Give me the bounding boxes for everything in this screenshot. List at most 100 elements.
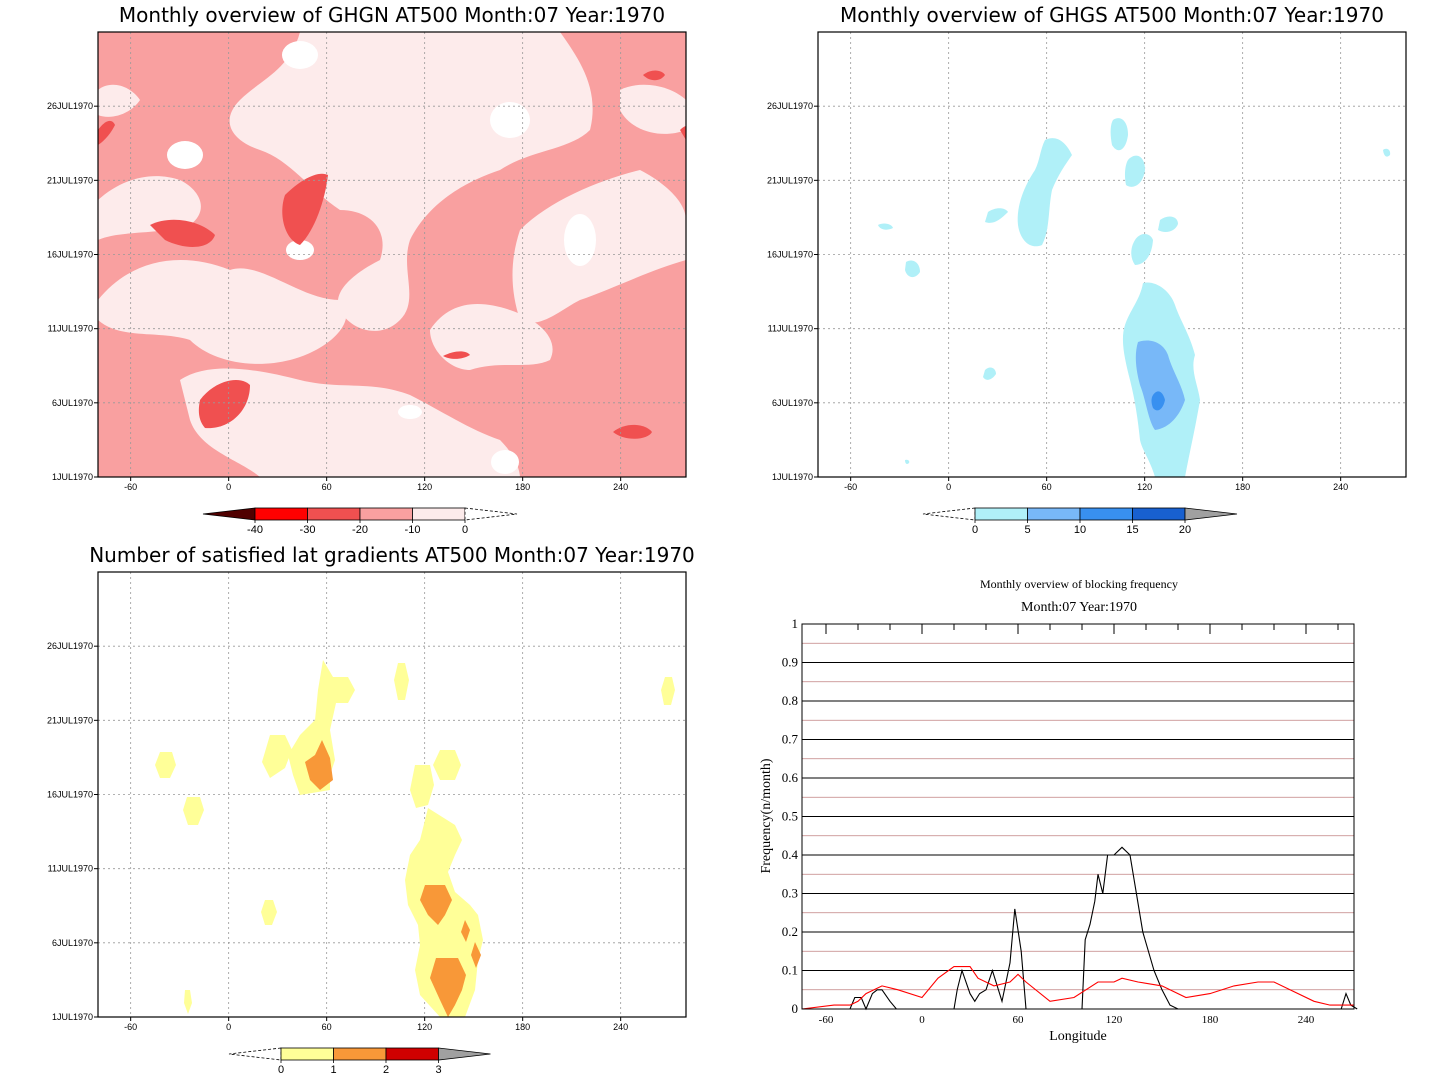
y-tick-label: 26JUL1970 (47, 641, 93, 651)
colorbar-tick-label: 2 (383, 1064, 389, 1076)
latgrad-region (261, 900, 277, 925)
colorbar-extension-low (228, 1047, 282, 1061)
blocking-subtitle: Month:07 Year:1970 (1021, 600, 1137, 615)
colorbar-swatch (359, 507, 413, 521)
x-tick-label: 60 (1042, 482, 1052, 492)
ghgn-region (398, 405, 422, 419)
x-tick-label: 0 (226, 482, 231, 492)
y-tick-label: 0.7 (782, 732, 799, 747)
series-line (801, 966, 1354, 1010)
ghgn-region (620, 84, 686, 134)
ghgs-region (1124, 155, 1145, 187)
y-tick-label: 0.5 (782, 809, 798, 824)
colorbar-swatch (412, 507, 466, 521)
colorbar-swatch (1079, 507, 1133, 521)
y-tick-label: 0.1 (782, 963, 798, 978)
colorbar-swatch (1132, 507, 1186, 521)
y-tick-label: 21JUL1970 (47, 715, 93, 725)
colorbar-extension-high (464, 507, 518, 521)
ghgs-region (1383, 148, 1391, 157)
ghgs-region (1158, 216, 1178, 232)
ghgs-field (818, 32, 1406, 477)
x-tick-label: 0 (226, 1022, 231, 1032)
blocking-axis-ticks: 0 0.1 0.2 0.3 0.4 0.5 0.6 0.7 0.8 0.9 1 -60 0 60 120 18… (782, 616, 1339, 1026)
x-tick-label: 60 (322, 1022, 332, 1032)
ghgn-title: Monthly overview of GHGN AT500 Month:07 … (119, 3, 665, 27)
latgrad-region (184, 990, 192, 1014)
ghgn-region (512, 170, 686, 323)
blocking-title: Monthly overview of blocking frequency (980, 577, 1178, 591)
colorbar-tick-label: -30 (300, 524, 316, 536)
x-tick-label: 240 (613, 482, 628, 492)
ghgn-region (98, 120, 115, 145)
ghgn-region (286, 240, 314, 260)
panel-ghgn: Monthly overview of GHGN AT500 Month:07 … (47, 3, 687, 536)
ghgs-colorbar: 0 5 10 15 20 (922, 507, 1238, 536)
colorbar-tick-label: -20 (352, 524, 368, 536)
ghgn-region (564, 214, 596, 266)
colorbar-swatch (1027, 507, 1081, 521)
y-tick-label: 0.2 (782, 924, 798, 939)
y-tick-label: 0.8 (782, 693, 798, 708)
ghgs-region (985, 208, 1008, 223)
colorbar-extension-high (1184, 507, 1238, 521)
ghgn-region (98, 260, 347, 364)
y-tick-label: 0.6 (782, 770, 799, 785)
panel-lat-gradients: Number of satisfied lat gradients AT500 … (47, 543, 695, 1076)
ghgn-region (613, 424, 652, 439)
ghgn-gridlines (98, 32, 686, 477)
y-tick-label: 16JUL1970 (767, 250, 813, 260)
latgrad-region (461, 920, 470, 942)
colorbar-tick-label: 15 (1126, 524, 1138, 536)
latgrad-region (183, 797, 204, 825)
latgrad-background (98, 572, 686, 1017)
x-tick-label: 180 (515, 482, 530, 492)
blocking-gridlines (802, 623, 1354, 1010)
colorbar-swatch (385, 1047, 439, 1061)
y-tick-label: 1JUL1970 (772, 472, 813, 482)
x-tick-label: 180 (1202, 1014, 1219, 1026)
ghgn-region (680, 126, 686, 140)
colorbar-tick-label: 20 (1179, 524, 1191, 536)
latgrad-region (394, 663, 409, 700)
ghgn-region (282, 41, 318, 69)
ghgs-region (878, 223, 893, 230)
latgrad-field (98, 572, 686, 1017)
ghgn-axis-ticks: -60 0 60 120 180 240 1JUL1970 6JUL1970 11JUL1970… (47, 101, 628, 492)
colorbar-tick-label: 0 (462, 524, 468, 536)
ghgs-background (818, 32, 1406, 477)
y-tick-label: 6JUL1970 (52, 938, 93, 948)
x-tick-label: 120 (417, 1022, 432, 1032)
latgrad-axis-ticks: -60 0 60 120 180 240 1JUL1970 6JUL1970 11JUL1970… (47, 641, 628, 1032)
latgrad-region (155, 752, 176, 778)
x-tick-label: -60 (124, 1022, 137, 1032)
y-tick-label: 26JUL1970 (47, 101, 93, 111)
ghgs-region (1135, 340, 1185, 430)
x-tick-label: 240 (1333, 482, 1348, 492)
latgrad-region (471, 942, 481, 968)
colorbar-extension-low (922, 507, 976, 521)
ghgn-region (491, 450, 519, 474)
colorbar-swatch (974, 507, 1028, 521)
y-tick-label: 1JUL1970 (52, 1012, 93, 1022)
colorbar-tick-label: 10 (1074, 524, 1086, 536)
panel-blocking-frequency: Monthly overview of blocking frequency M… (759, 577, 1358, 1044)
ghgs-gridlines (818, 32, 1406, 477)
ghgn-field (98, 32, 686, 477)
colorbar-swatch (280, 1047, 334, 1061)
colorbar-swatch (307, 507, 361, 521)
ghgs-region (905, 260, 920, 278)
colorbar-extension-high (438, 1047, 491, 1061)
colorbar-swatch (333, 1047, 387, 1061)
ghgn-region (180, 368, 520, 477)
y-tick-label: 11JUL1970 (48, 864, 93, 874)
x-tick-label: 120 (1106, 1014, 1123, 1026)
ghgs-region (1017, 138, 1072, 247)
x-tick-label: 180 (1235, 482, 1250, 492)
ghgs-title: Monthly overview of GHGS AT500 Month:07 … (840, 3, 1384, 27)
ghgn-region (282, 173, 328, 245)
blocking-xlabel: Longitude (1049, 1029, 1107, 1044)
y-tick-label: 0 (792, 1001, 799, 1016)
ghgn-region (443, 351, 470, 359)
